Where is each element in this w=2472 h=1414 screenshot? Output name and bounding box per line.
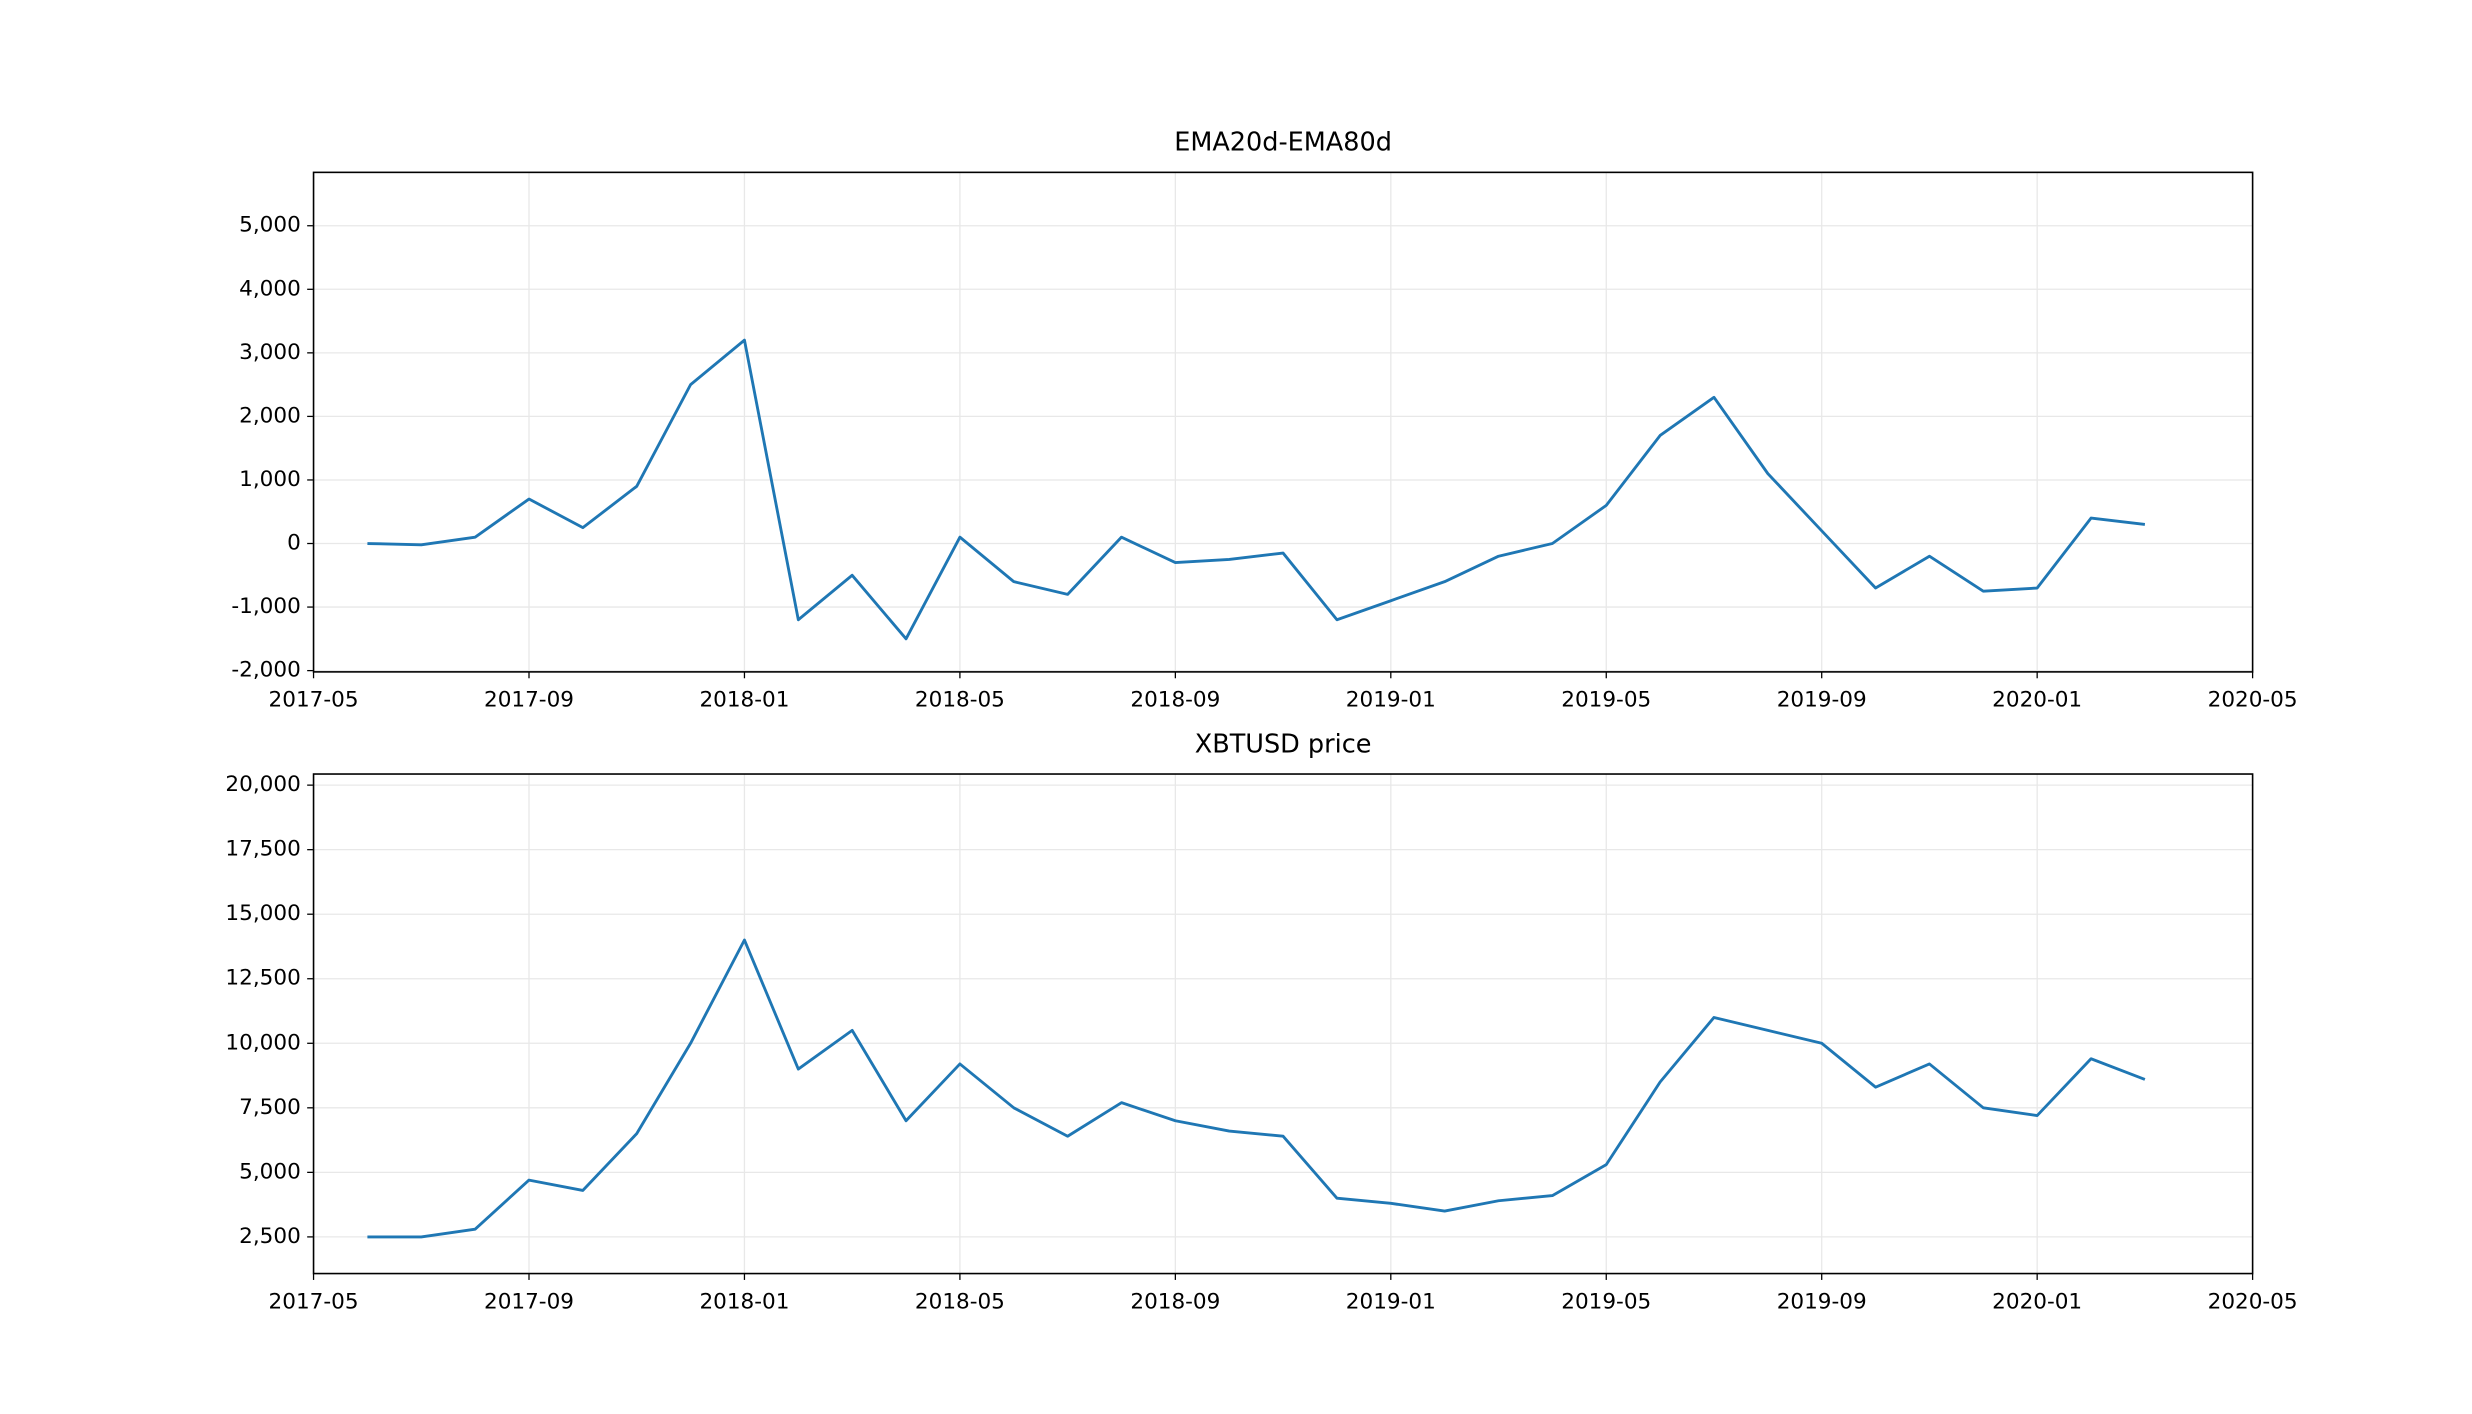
y-tick-label: 5,000 xyxy=(239,213,301,238)
y-tick-label: 17,500 xyxy=(225,837,300,862)
axes-frame xyxy=(312,773,2254,1275)
x-tick-label: 2017-09 xyxy=(484,688,574,713)
axes-frame xyxy=(312,171,2254,673)
x-tick-label: 2018-09 xyxy=(1130,1289,1220,1314)
x-tick-label: 2020-01 xyxy=(1992,1289,2082,1314)
y-tick-label: 12,500 xyxy=(225,966,300,991)
y-tick-label: 2,500 xyxy=(239,1224,301,1249)
y-tick-label: 4,000 xyxy=(239,276,301,301)
x-tick-label: 2019-09 xyxy=(1777,688,1867,713)
x-tick-label: 2018-01 xyxy=(699,1289,789,1314)
data-line xyxy=(367,938,2146,1239)
data-line xyxy=(367,338,2146,641)
y-tick-label: -1,000 xyxy=(231,594,300,619)
chart-title: EMA20d-EMA80d xyxy=(1174,128,1392,158)
x-tick-label: 2019-09 xyxy=(1777,1289,1867,1314)
x-tick-label: 2019-01 xyxy=(1346,688,1436,713)
x-tick-label: 2020-05 xyxy=(2208,1289,2298,1314)
y-tick-label: 10,000 xyxy=(225,1030,300,1055)
y-tick-label: 3,000 xyxy=(239,340,301,365)
x-tick-label: 2019-01 xyxy=(1346,1289,1436,1314)
x-tick-label: 2017-05 xyxy=(269,1289,359,1314)
x-tick-label: 2018-05 xyxy=(915,1289,1005,1314)
x-tick-label: 2020-05 xyxy=(2208,688,2298,713)
y-tick-label: 2,000 xyxy=(239,403,301,428)
y-tick-label: 7,500 xyxy=(239,1095,301,1120)
y-tick-label: -2,000 xyxy=(231,658,300,683)
x-tick-label: 2018-01 xyxy=(699,688,789,713)
y-tick-label: 1,000 xyxy=(239,467,301,492)
y-tick-label: 15,000 xyxy=(225,901,300,926)
y-tick-label: 5,000 xyxy=(239,1159,301,1184)
y-tick-label: 0 xyxy=(287,531,301,556)
x-tick-label: 2018-05 xyxy=(915,688,1005,713)
x-tick-label: 2017-09 xyxy=(484,1289,574,1314)
x-tick-label: 2020-01 xyxy=(1992,688,2082,713)
chart-title: XBTUSD price xyxy=(1195,729,1372,759)
x-tick-label: 2018-09 xyxy=(1130,688,1220,713)
y-tick-label: 20,000 xyxy=(225,772,300,797)
x-tick-label: 2019-05 xyxy=(1561,1289,1651,1314)
x-tick-label: 2017-05 xyxy=(269,688,359,713)
x-tick-label: 2019-05 xyxy=(1561,688,1651,713)
